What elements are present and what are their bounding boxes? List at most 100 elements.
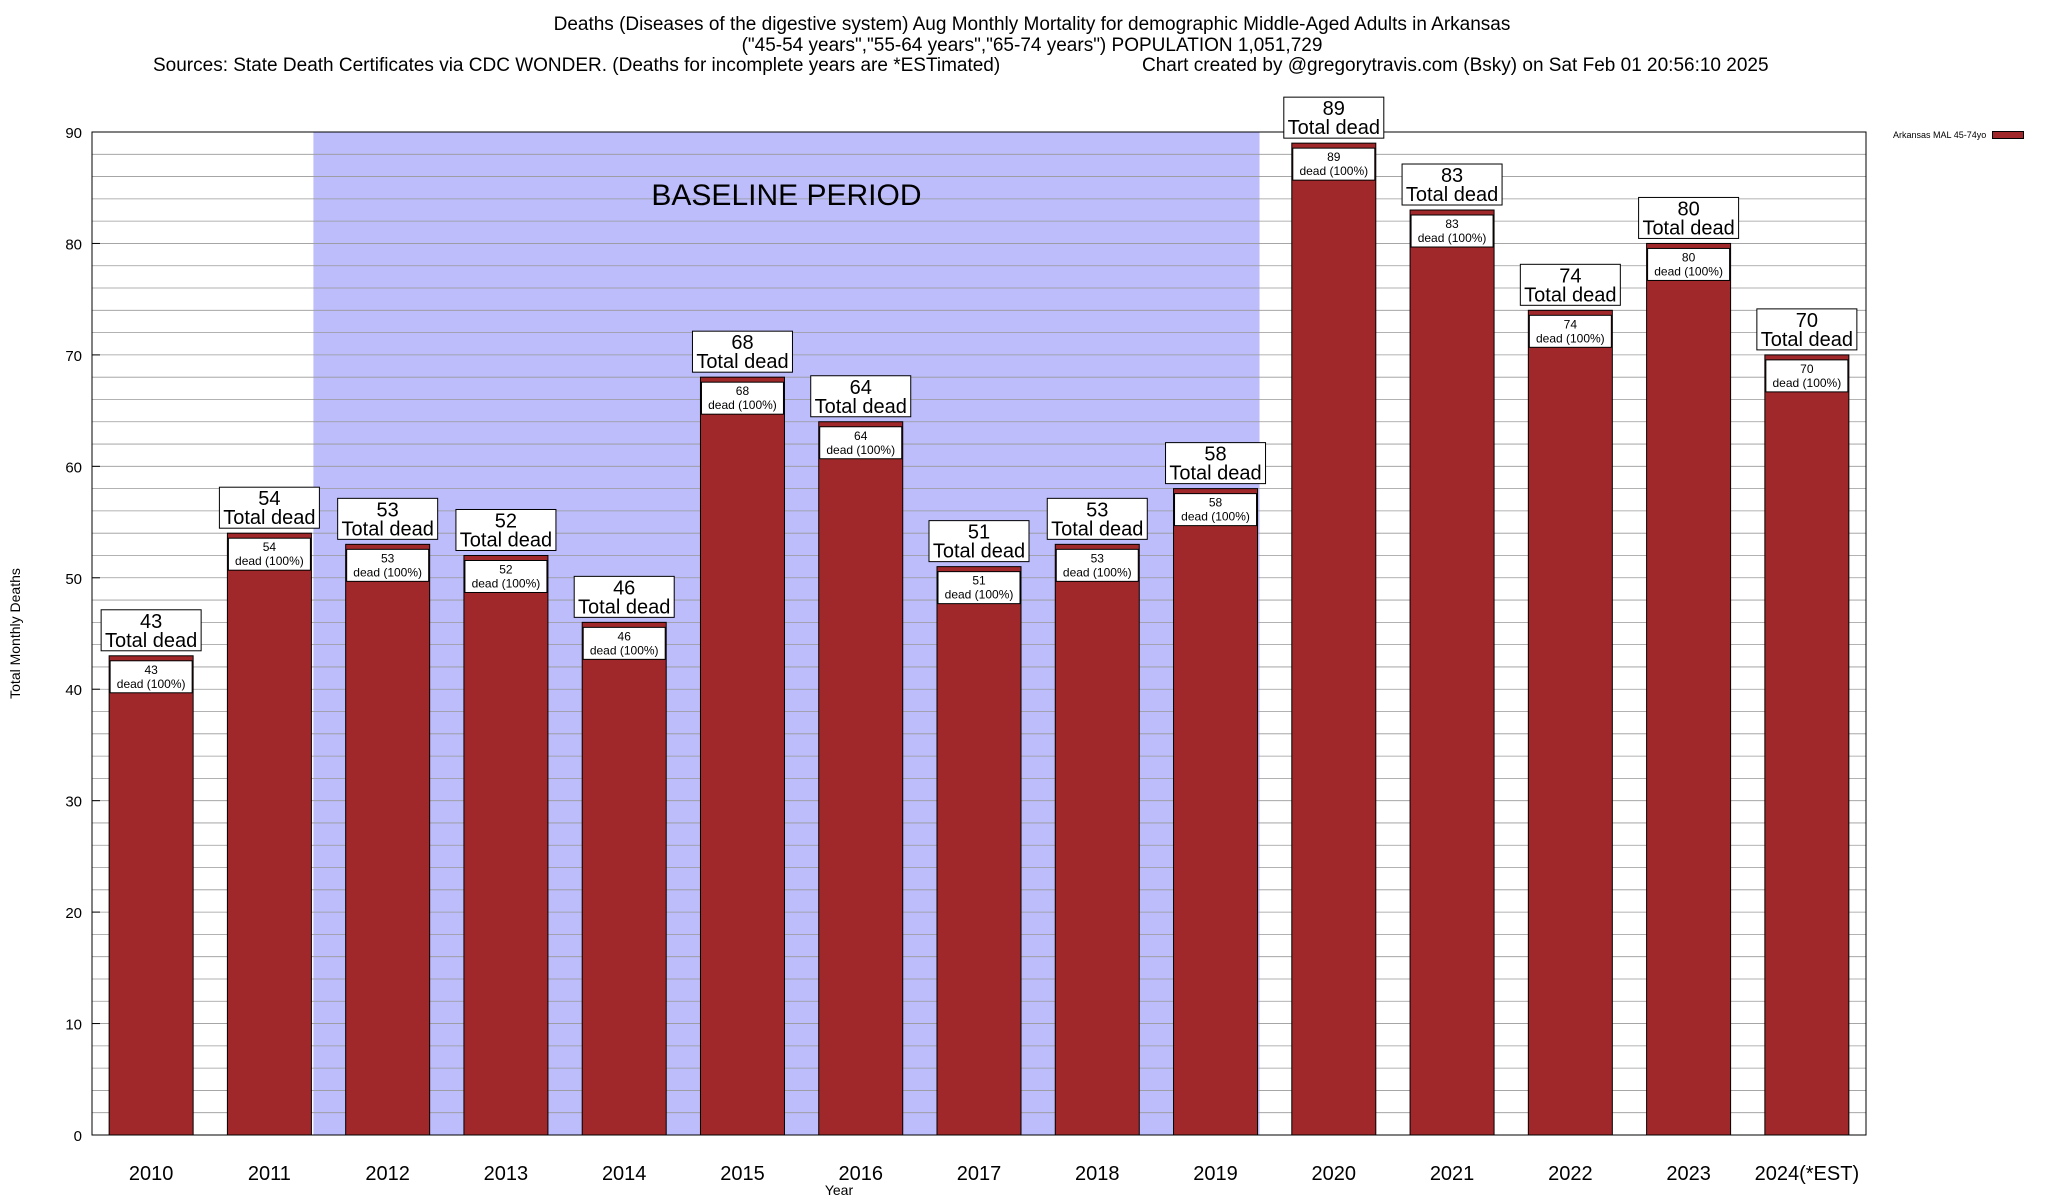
x-tick-label-2023: 2023 <box>1666 1163 1711 1185</box>
chart-title: Deaths (Diseases of the digestive system… <box>553 14 1511 35</box>
inner-label-value: 83 <box>1445 217 1459 231</box>
total-label-box <box>1283 96 1385 139</box>
inner-label-value: 51 <box>972 574 986 588</box>
total-label-box <box>573 575 675 618</box>
inner-label-value: 64 <box>854 429 868 443</box>
total-label-box <box>1165 442 1267 485</box>
x-tick-label-2018: 2018 <box>1075 1163 1120 1185</box>
total-label-box <box>1638 196 1740 239</box>
total-label-box <box>100 609 202 652</box>
total-label-value: 83 <box>1441 165 1463 187</box>
total-label-value: 68 <box>731 332 753 354</box>
x-axis-title: Year <box>825 1182 854 1198</box>
total-label-text: Total dead <box>1169 463 1261 485</box>
inner-label-box <box>1292 147 1376 181</box>
y-tick-label: 10 <box>65 1017 82 1034</box>
total-label-box <box>1401 163 1503 206</box>
chart-sources: Sources: State Death Certificates via CD… <box>153 55 1001 76</box>
total-label-value: 74 <box>1559 265 1581 287</box>
bar-2019 <box>1173 488 1259 1136</box>
x-tick-label-2024(*EST): 2024(*EST) <box>1755 1163 1860 1185</box>
inner-label-value: 54 <box>263 540 277 554</box>
total-label-value: 46 <box>613 577 635 599</box>
total-label-text: Total dead <box>1288 117 1380 139</box>
y-tick-label: 50 <box>65 571 82 588</box>
inner-label-box <box>1410 214 1494 248</box>
inner-label-text: dead (100%) <box>1536 331 1605 345</box>
total-label-text: Total dead <box>1761 329 1853 351</box>
total-label-value: 80 <box>1677 198 1699 220</box>
total-label-text: Total dead <box>815 396 907 418</box>
bar-2023 <box>1646 242 1732 1136</box>
inner-label-box <box>1174 493 1258 527</box>
inner-label-box <box>582 626 666 660</box>
y-tick-label: 0 <box>74 1128 82 1145</box>
inner-label-text: dead (100%) <box>1063 565 1132 579</box>
chart-credit: Chart created by @gregorytravis.com (Bsk… <box>1142 55 1769 76</box>
bar-2022 <box>1527 309 1613 1136</box>
inner-label-value: 52 <box>499 562 513 576</box>
total-label-text: Total dead <box>578 596 670 618</box>
x-tick-label-2011: 2011 <box>248 1163 291 1185</box>
bar-2013 <box>463 554 549 1136</box>
y-tick-label: 90 <box>65 125 82 142</box>
inner-label-value: 89 <box>1327 150 1341 164</box>
total-label-box <box>1756 308 1858 351</box>
bar-2020 <box>1291 142 1377 1136</box>
x-tick-label-2016: 2016 <box>838 1163 883 1185</box>
inner-label-text: dead (100%) <box>708 398 777 412</box>
baseline-period-label: BASELINE PERIOD <box>651 179 921 212</box>
total-label-text: Total dead <box>105 630 197 652</box>
inner-label-value: 53 <box>381 551 395 565</box>
inner-label-box <box>1647 247 1731 281</box>
inner-label-value: 74 <box>1564 317 1578 331</box>
total-label-text: Total dead <box>696 351 788 373</box>
total-label-value: 64 <box>850 377 872 399</box>
inner-label-box <box>1055 548 1139 582</box>
total-label-value: 54 <box>258 488 280 510</box>
inner-label-value: 53 <box>1091 551 1105 565</box>
inner-label-text: dead (100%) <box>235 554 304 568</box>
total-label-box <box>1519 263 1621 306</box>
total-label-value: 58 <box>1204 444 1226 466</box>
x-tick-label-2020: 2020 <box>1312 1163 1357 1185</box>
total-label-value: 43 <box>140 611 162 633</box>
legend-swatch <box>1992 131 2025 139</box>
total-label-text: Total dead <box>1406 184 1498 206</box>
y-tick-label: 40 <box>65 682 82 699</box>
bar-2018 <box>1054 543 1140 1136</box>
bar-2011 <box>226 532 312 1136</box>
bar-2010 <box>108 655 194 1136</box>
x-tick-label-2019: 2019 <box>1193 1163 1238 1185</box>
total-label-text: Total dead <box>460 529 552 551</box>
x-tick-label-2010: 2010 <box>129 1163 174 1185</box>
bar-2021 <box>1409 209 1495 1136</box>
chart-subtitle: ("45-54 years","55-64 years","65-74 year… <box>741 35 1323 56</box>
inner-label-box <box>464 559 548 593</box>
x-tick-label-2014: 2014 <box>602 1163 647 1185</box>
y-tick-label: 80 <box>65 236 82 253</box>
bar-2016 <box>818 421 904 1136</box>
legend: Arkansas MAL 45-74yo <box>1893 130 2025 140</box>
total-label-box <box>218 486 320 529</box>
inner-label-text: dead (100%) <box>1418 231 1487 245</box>
inner-label-text: dead (100%) <box>1773 376 1842 390</box>
y-tick-label: 70 <box>65 348 82 365</box>
inner-label-text: dead (100%) <box>472 576 541 590</box>
inner-label-text: dead (100%) <box>1181 510 1250 524</box>
total-label-box <box>928 520 1030 563</box>
inner-label-value: 70 <box>1800 362 1814 376</box>
inner-label-value: 43 <box>144 663 158 677</box>
total-label-value: 53 <box>377 499 399 521</box>
y-axis-title: Total Monthly Deaths <box>7 568 23 699</box>
inner-label-value: 58 <box>1209 496 1223 510</box>
inner-label-value: 46 <box>618 629 632 643</box>
y-tick-label: 30 <box>65 794 82 811</box>
total-label-text: Total dead <box>933 541 1025 563</box>
bar-2017 <box>936 566 1022 1136</box>
total-label-value: 70 <box>1796 310 1818 332</box>
total-label-box <box>455 508 557 551</box>
x-tick-label-2015: 2015 <box>720 1163 765 1185</box>
inner-label-text: dead (100%) <box>1299 164 1368 178</box>
inner-label-box <box>227 537 311 571</box>
